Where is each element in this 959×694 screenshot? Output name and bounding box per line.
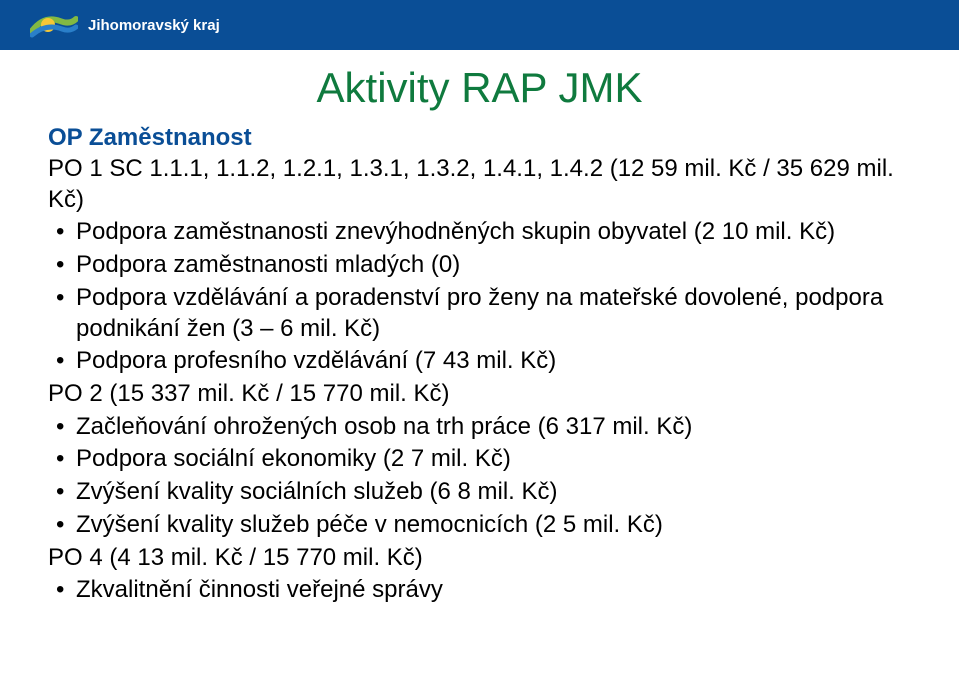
- line-po2: PO 2 (15 337 mil. Kč / 15 770 mil. Kč): [48, 379, 911, 410]
- bullets-po1: Podpora zaměstnanosti znevýhodněných sku…: [48, 217, 911, 377]
- section-heading-employment: OP Zaměstnanost: [48, 124, 911, 152]
- logo: Jihomoravský kraj: [30, 9, 220, 41]
- list-item: Podpora sociální ekonomiky (2 7 mil. Kč): [48, 444, 911, 475]
- list-item: Podpora zaměstnanosti mladých (0): [48, 250, 911, 281]
- bullets-po4: Zkvalitnění činnosti veřejné správy: [48, 575, 911, 606]
- region-logo-icon: [30, 9, 78, 41]
- line-po4: PO 4 (4 13 mil. Kč / 15 770 mil. Kč): [48, 543, 911, 574]
- list-item: Začleňování ohrožených osob na trh práce…: [48, 412, 911, 443]
- list-item: Zvýšení kvality sociálních služeb (6 8 m…: [48, 477, 911, 508]
- bullets-po2: Začleňování ohrožených osob na trh práce…: [48, 412, 911, 541]
- list-item: Podpora vzdělávání a poradenství pro žen…: [48, 283, 911, 344]
- logo-text: Jihomoravský kraj: [88, 17, 220, 34]
- slide-title: Aktivity RAP JMK: [48, 64, 911, 112]
- list-item: Zkvalitnění činnosti veřejné správy: [48, 575, 911, 606]
- list-item: Podpora zaměstnanosti znevýhodněných sku…: [48, 217, 911, 248]
- topbar: Jihomoravský kraj: [0, 0, 959, 50]
- list-item: Zvýšení kvality služeb péče v nemocnicíc…: [48, 510, 911, 541]
- slide-content: Aktivity RAP JMK OP Zaměstnanost PO 1 SC…: [0, 50, 959, 606]
- line-po1: PO 1 SC 1.1.1, 1.1.2, 1.2.1, 1.3.1, 1.3.…: [48, 154, 911, 215]
- list-item: Podpora profesního vzdělávání (7 43 mil.…: [48, 346, 911, 377]
